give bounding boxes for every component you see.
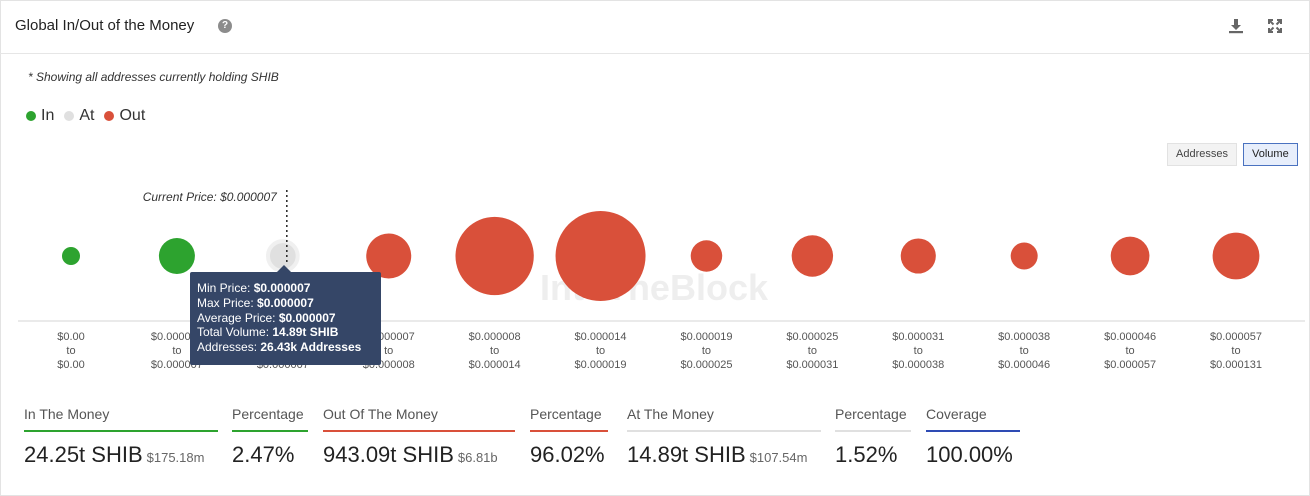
x-tick-label: $0.000019 [575, 359, 627, 371]
legend-item-at[interactable]: At [64, 107, 94, 125]
bubble-chart: IntoTheBlock$0.00to$0.00$0.000007to$0.00… [18, 190, 1305, 371]
tooltip-min-price: Min Price: $0.000007 [197, 281, 311, 295]
widget-title: Global In/Out of the Money [15, 17, 195, 34]
x-tick-label: $0.000038 [892, 359, 944, 371]
x-tick-label: $0.000031 [786, 359, 838, 371]
x-tick-label: $0.000057 [1210, 331, 1262, 343]
x-tick-label: to [702, 345, 711, 357]
x-tick-label: $0.000014 [575, 331, 627, 343]
tooltip-total-volume: Total Volume: 14.89t SHIB [197, 325, 339, 340]
legend-item-in[interactable]: In [26, 107, 54, 125]
x-tick-label: $0.000057 [1104, 359, 1156, 371]
stat-value: 1.52% [835, 442, 898, 467]
bubble-out[interactable] [1212, 232, 1260, 280]
bubble-out[interactable] [366, 233, 412, 279]
chart-legend: In At Out [26, 107, 155, 125]
bubble-out[interactable] [791, 235, 834, 277]
x-tick-label: $0.000025 [680, 359, 732, 371]
x-tick-label: $0.000046 [998, 359, 1050, 371]
addresses-toggle-button[interactable]: Addresses [1167, 143, 1237, 166]
bubble-out[interactable] [555, 211, 646, 301]
bubble-out[interactable] [455, 216, 534, 296]
stat-at-percentage: Percentage 1.52% [835, 406, 911, 468]
x-tick-label: $0.000008 [469, 331, 521, 343]
x-tick-label: to [384, 345, 393, 357]
x-tick-label: to [596, 345, 605, 357]
stat-at-the-money: At The Money 14.89t SHIB $107.54m [627, 406, 821, 468]
stat-out-percentage: Percentage 96.02% [530, 406, 608, 468]
legend-label-at: At [79, 107, 95, 124]
stat-value: 96.02% [530, 442, 605, 467]
stat-label: In The Money [24, 406, 110, 422]
legend-item-out[interactable]: Out [104, 107, 145, 125]
x-tick-label: to [1020, 345, 1029, 357]
legend-label-in: In [41, 107, 55, 124]
x-tick-label: $0.00 [57, 331, 85, 343]
x-tick-label: $0.000031 [892, 331, 944, 343]
x-tick-label: to [66, 345, 75, 357]
x-tick-label: $0.000007 [151, 331, 203, 343]
stat-coverage: Coverage 100.00% [926, 406, 1020, 468]
stat-value: 943.09t SHIB $6.81b [323, 442, 498, 467]
x-tick-label: to [490, 345, 499, 357]
stat-bar-out-pct [530, 430, 608, 432]
stat-bar-at [627, 430, 821, 432]
stat-bar-out [323, 430, 515, 432]
widget-header: Global In/Out of the Money ? [0, 0, 1310, 54]
x-tick-label: to [914, 345, 923, 357]
holding-note: * Showing all addresses currently holdin… [28, 70, 279, 84]
question-icon[interactable]: ? [218, 19, 232, 33]
bubble-in[interactable] [62, 247, 80, 265]
legend-label-out: Out [119, 107, 146, 124]
tooltip-average-price: Average Price: $0.000007 [197, 310, 336, 325]
stat-bar-in-pct [232, 430, 308, 432]
x-tick-label: $0.000025 [786, 331, 838, 343]
stat-label: Coverage [926, 406, 987, 422]
stat-bar-coverage [926, 430, 1020, 432]
stat-label: Percentage [530, 406, 602, 422]
x-tick-label: to [172, 345, 181, 357]
current-price-label: Current Price: $0.000007 [143, 190, 278, 204]
legend-dot-at [64, 111, 75, 121]
x-tick-label: $0.000014 [469, 359, 521, 371]
x-tick-label: $0.000038 [998, 331, 1050, 343]
x-tick-label: $0.00 [57, 359, 85, 371]
stat-value: 14.89t SHIB $107.54m [627, 442, 808, 467]
x-tick-label: $0.000131 [1210, 359, 1262, 371]
volume-toggle-button[interactable]: Volume [1243, 143, 1298, 166]
stat-label: Percentage [835, 406, 907, 422]
expand-icon[interactable] [1265, 16, 1285, 36]
bubble-in[interactable] [158, 238, 195, 274]
stat-value: 2.47% [232, 442, 295, 467]
stat-label: At The Money [627, 406, 714, 422]
legend-dot-in [26, 111, 36, 121]
bubble-out[interactable] [900, 238, 936, 274]
stat-out-of-the-money: Out Of The Money 943.09t SHIB $6.81b [323, 406, 515, 468]
x-tick-label: $0.000007 [151, 359, 203, 371]
stat-value: 24.25t SHIB $175.18m [24, 442, 205, 467]
x-tick-label: $0.000019 [680, 331, 732, 343]
stat-bar-at-pct [835, 430, 911, 432]
x-tick-label: to [1231, 345, 1240, 357]
download-icon[interactable] [1226, 16, 1246, 36]
bubble-out[interactable] [1010, 242, 1038, 270]
stat-bar-in [24, 430, 218, 432]
x-tick-label: $0.000046 [1104, 331, 1156, 343]
bubble-out[interactable] [690, 240, 723, 272]
tooltip-addresses: Addresses: 26.43k Addresses [197, 340, 362, 355]
bubble-tooltip: Min Price: $0.000007 Max Price: $0.00000… [190, 265, 381, 365]
x-tick-label: to [808, 345, 817, 357]
tooltip-max-price: Max Price: $0.000007 [197, 295, 314, 310]
stat-label: Percentage [232, 406, 304, 422]
legend-dot-out [104, 111, 115, 121]
stat-value: 100.00% [926, 442, 1013, 467]
stat-in-the-money: In The Money 24.25t SHIB $175.18m [24, 406, 218, 468]
x-tick-label: to [1125, 345, 1134, 357]
stat-in-percentage: Percentage 2.47% [232, 406, 308, 468]
bubble-out[interactable] [1110, 236, 1150, 276]
stat-label: Out Of The Money [323, 406, 438, 422]
